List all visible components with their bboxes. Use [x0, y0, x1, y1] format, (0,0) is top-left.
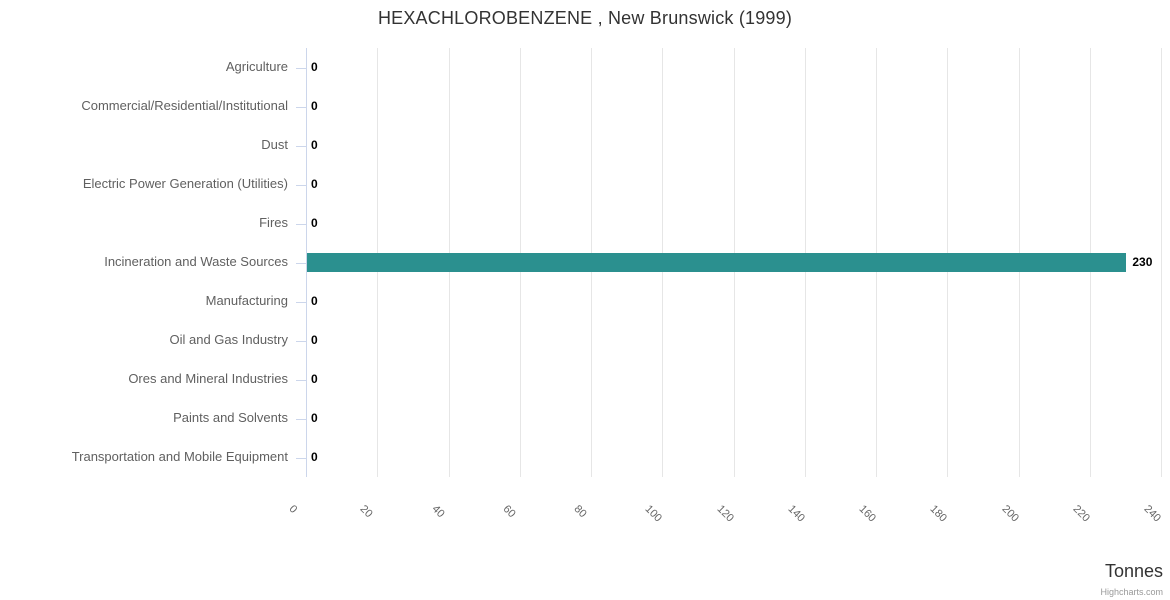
category-tick	[296, 262, 306, 264]
data-label: 0	[311, 332, 318, 347]
x-axis-tick-label: 140	[785, 503, 807, 525]
data-label: 0	[311, 215, 318, 230]
category-label: Manufacturing	[205, 292, 288, 308]
data-label: 0	[311, 293, 318, 308]
x-axis-tick-label: 200	[999, 503, 1021, 525]
category-axis-line	[306, 48, 307, 477]
category-label: Oil and Gas Industry	[169, 331, 289, 347]
data-label: 0	[311, 137, 318, 152]
x-axis-tick-label: 0	[286, 503, 300, 516]
data-label: 0	[311, 371, 318, 386]
x-axis-tick-label: 40	[429, 503, 447, 521]
data-label: 0	[311, 176, 318, 191]
data-label: 0	[311, 410, 318, 425]
x-axis-tick-label: 20	[357, 503, 375, 521]
category-tick	[296, 184, 306, 186]
data-label: 230	[1132, 254, 1153, 269]
x-axis-tick-label: 160	[856, 503, 878, 525]
category-tick	[296, 301, 306, 303]
x-axis-tick-label: 120	[714, 503, 736, 525]
x-axis-tick-label: 100	[642, 503, 665, 525]
category-label: Transportation and Mobile Equipment	[71, 448, 288, 464]
bar-incineration-and-waste-sources[interactable]	[307, 253, 1127, 272]
x-axis-tick-label: 180	[927, 503, 950, 525]
category-tick	[296, 418, 306, 420]
category-tick	[296, 67, 306, 69]
category-tick	[296, 223, 306, 225]
category-label: Commercial/Residential/Institutional	[81, 97, 288, 113]
category-label: Fires	[259, 214, 288, 230]
highcharts-credits[interactable]: Highcharts.com	[1100, 587, 1163, 597]
x-axis-tick-label: 60	[500, 503, 518, 521]
x-axis-title: Tonnes	[1104, 561, 1163, 581]
x-axis-tick-label: 240	[1141, 503, 1163, 525]
category-label: Electric Power Generation (Utilities)	[82, 175, 288, 191]
data-label: 0	[311, 59, 318, 74]
category-tick	[296, 379, 306, 381]
data-label: 0	[311, 449, 318, 464]
category-label: Dust	[261, 136, 288, 152]
category-tick	[296, 145, 306, 147]
category-tick	[296, 340, 306, 342]
category-tick	[296, 106, 306, 108]
gridline	[1161, 48, 1162, 477]
category-label: Agriculture	[225, 58, 288, 74]
x-axis-tick-label: 220	[1070, 503, 1092, 525]
category-label: Ores and Mineral Industries	[128, 370, 288, 386]
chart-title: HEXACHLOROBENZENE , New Brunswick (1999)	[377, 8, 793, 28]
category-tick	[296, 457, 306, 459]
data-label: 0	[311, 98, 318, 113]
category-label: Incineration and Waste Sources	[104, 253, 288, 269]
category-label: Paints and Solvents	[173, 409, 288, 425]
x-axis-tick-label: 80	[571, 503, 589, 521]
